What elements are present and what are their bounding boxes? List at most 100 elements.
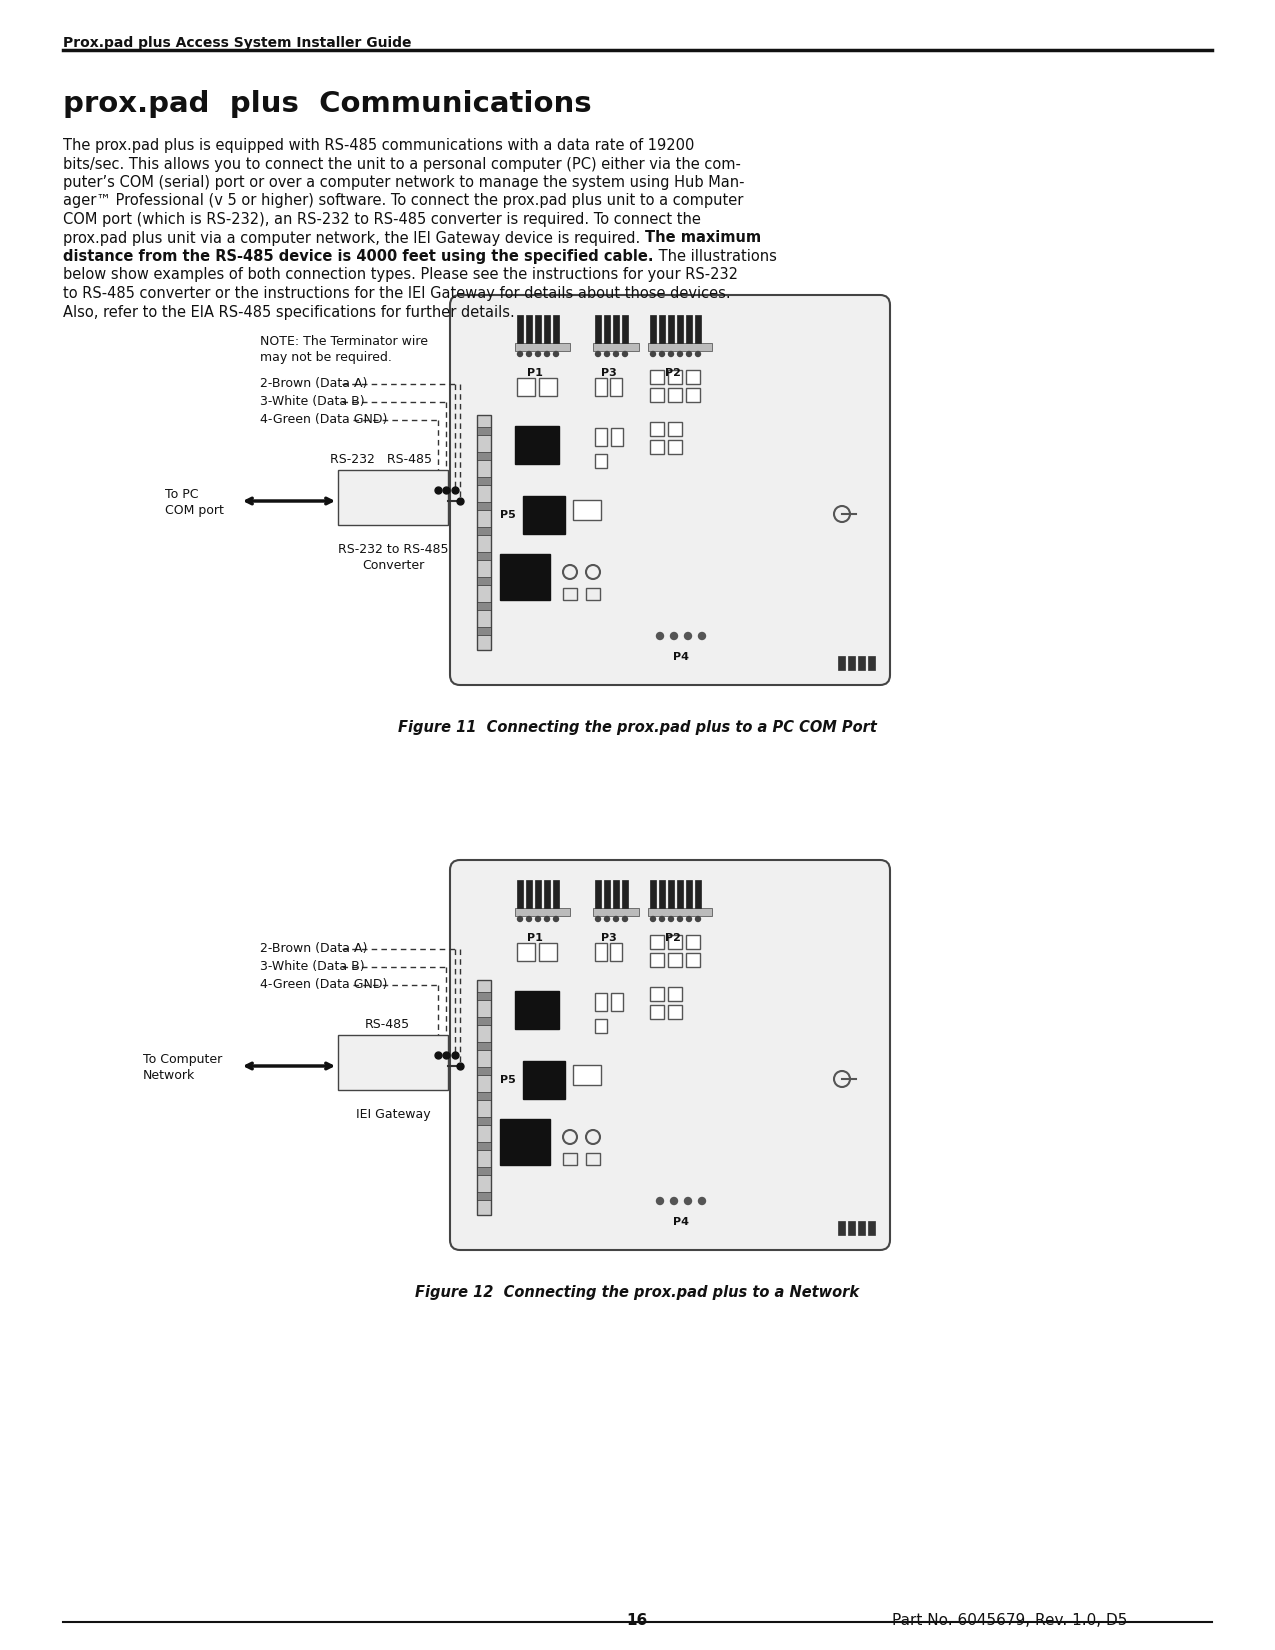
Text: P4: P4 [673, 652, 689, 662]
Circle shape [536, 916, 541, 921]
Circle shape [544, 351, 550, 356]
Circle shape [536, 351, 541, 356]
Bar [586, 587, 601, 601]
Bar [659, 879, 666, 908]
Bar [500, 1119, 550, 1165]
Bar [609, 944, 622, 960]
Bar [611, 427, 623, 446]
Bar [338, 470, 448, 525]
Text: 16: 16 [626, 1614, 648, 1629]
Bar [650, 422, 664, 436]
Bar [604, 879, 609, 908]
Bar [848, 657, 856, 670]
Bar [668, 441, 682, 454]
Text: The maximum: The maximum [645, 231, 761, 246]
Text: P3: P3 [601, 368, 616, 378]
Text: Prox.pad plus Access System Installer Guide: Prox.pad plus Access System Installer Gu… [62, 36, 412, 50]
Bar [609, 378, 622, 396]
Text: NOTE: The Terminator wire: NOTE: The Terminator wire [260, 335, 428, 348]
Circle shape [604, 916, 609, 921]
Bar [539, 944, 557, 960]
Bar [595, 944, 607, 960]
Bar [477, 627, 491, 635]
Bar [477, 477, 491, 485]
Text: P5: P5 [500, 1076, 516, 1086]
Circle shape [595, 916, 601, 921]
Bar [338, 1035, 448, 1091]
Text: Figure 12  Connecting the prox.pad plus to a Network: Figure 12 Connecting the prox.pad plus t… [414, 1285, 859, 1300]
Text: Part No. 6045679, Rev. 1.0, D5: Part No. 6045679, Rev. 1.0, D5 [892, 1614, 1127, 1629]
Bar [539, 378, 557, 396]
Bar [650, 370, 664, 384]
Text: 3-White (Data B): 3-White (Data B) [260, 394, 365, 408]
Bar [613, 879, 618, 908]
Bar [572, 1064, 601, 1086]
Bar [604, 315, 609, 343]
Bar [686, 879, 692, 908]
Bar [622, 315, 629, 343]
Text: 4-Green (Data GND): 4-Green (Data GND) [260, 412, 388, 426]
Bar [553, 879, 558, 908]
Bar [595, 454, 607, 469]
Text: RS-485: RS-485 [365, 1018, 411, 1031]
Text: IEI Gateway: IEI Gateway [356, 1109, 430, 1120]
Bar [868, 657, 875, 670]
Bar [544, 315, 550, 343]
Text: puter’s COM (serial) port or over a computer network to manage the system using : puter’s COM (serial) port or over a comp… [62, 175, 745, 190]
Circle shape [553, 916, 558, 921]
Bar [686, 315, 692, 343]
Circle shape [686, 916, 691, 921]
Bar [650, 388, 664, 403]
Bar [477, 502, 491, 510]
Bar [593, 908, 639, 916]
Text: COM port: COM port [164, 503, 224, 516]
Circle shape [671, 632, 677, 640]
Bar [564, 587, 578, 601]
Circle shape [659, 916, 664, 921]
Bar [553, 315, 558, 343]
Bar [572, 500, 601, 520]
Bar [544, 879, 550, 908]
Bar [659, 315, 666, 343]
Text: P3: P3 [601, 932, 616, 944]
Circle shape [659, 351, 664, 356]
FancyBboxPatch shape [450, 295, 890, 685]
Circle shape [544, 916, 550, 921]
Bar [613, 315, 618, 343]
Bar [868, 1221, 875, 1234]
Circle shape [518, 351, 523, 356]
Bar [648, 343, 711, 351]
Text: The prox.pad plus is equipped with RS-485 communications with a data rate of 192: The prox.pad plus is equipped with RS-48… [62, 139, 695, 153]
Text: Also, refer to the EIA RS-485 specifications for further details.: Also, refer to the EIA RS-485 specificat… [62, 305, 515, 320]
Bar [668, 954, 682, 967]
Bar [564, 1153, 578, 1165]
Bar [650, 879, 657, 908]
Bar [515, 426, 558, 464]
Circle shape [650, 351, 655, 356]
Bar [668, 315, 674, 343]
Text: Converter: Converter [362, 559, 425, 573]
Bar [595, 1020, 607, 1033]
Text: Network: Network [143, 1069, 195, 1082]
Text: P2: P2 [664, 368, 681, 378]
Bar [848, 1221, 856, 1234]
Bar [650, 315, 657, 343]
Circle shape [695, 351, 700, 356]
Circle shape [604, 351, 609, 356]
Bar [695, 879, 701, 908]
Bar [650, 987, 664, 1002]
Circle shape [686, 351, 691, 356]
Bar [858, 1221, 864, 1234]
Bar [477, 1043, 491, 1049]
Text: COM port (which is RS-232), an RS-232 to RS-485 converter is required. To connec: COM port (which is RS-232), an RS-232 to… [62, 211, 701, 228]
Bar [595, 879, 601, 908]
Bar [477, 1068, 491, 1076]
Bar [695, 315, 701, 343]
Bar [858, 657, 864, 670]
Circle shape [518, 916, 523, 921]
Circle shape [671, 1198, 677, 1204]
Bar [536, 315, 541, 343]
Text: distance from the RS-485 device is 4000 feet using the specified cable.: distance from the RS-485 device is 4000 … [62, 249, 654, 264]
Bar [477, 526, 491, 535]
Bar [477, 980, 491, 1214]
